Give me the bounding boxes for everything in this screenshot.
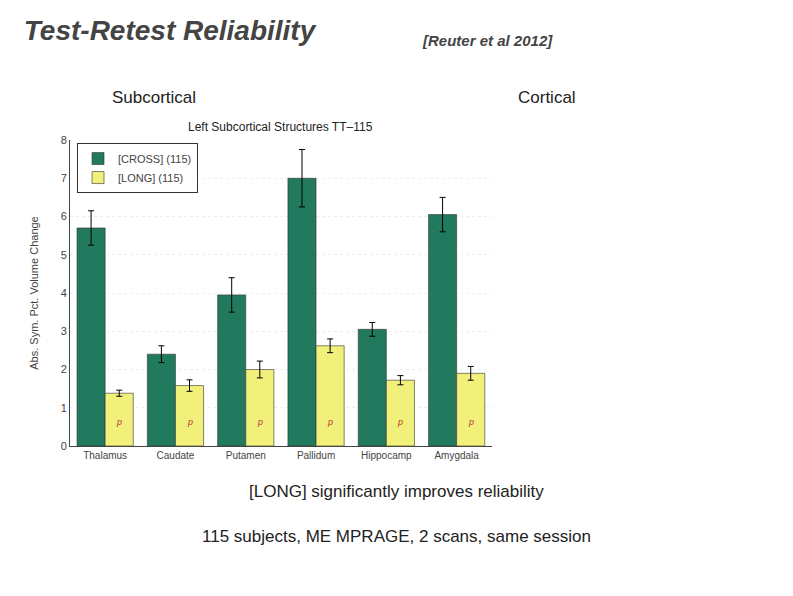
svg-text:Pallidum: Pallidum <box>297 450 335 461</box>
svg-text:Left Subcortical Structures TT: Left Subcortical Structures TT–115 <box>188 120 373 134</box>
svg-text:4: 4 <box>61 287 67 299</box>
svg-text:p: p <box>397 417 403 427</box>
svg-text:p: p <box>187 417 193 427</box>
svg-text:p: p <box>327 417 333 427</box>
svg-text:Thalamus: Thalamus <box>83 450 127 461</box>
svg-text:Putamen: Putamen <box>226 450 266 461</box>
svg-text:3: 3 <box>61 325 67 337</box>
svg-text:1: 1 <box>61 402 67 414</box>
svg-text:[LONG] (115): [LONG] (115) <box>118 172 183 184</box>
svg-text:Amygdala: Amygdala <box>434 450 479 461</box>
svg-text:[Reuter et al 2012]: [Reuter et al 2012] <box>422 32 553 49</box>
svg-text:6: 6 <box>61 210 67 222</box>
svg-text:[LONG] significantly improves: [LONG] significantly improves reliabilit… <box>249 482 544 501</box>
svg-text:Caudate: Caudate <box>157 450 195 461</box>
svg-text:Test-Retest Reliability: Test-Retest Reliability <box>24 15 317 46</box>
svg-text:Hippocamp: Hippocamp <box>361 450 412 461</box>
svg-text:2: 2 <box>61 363 67 375</box>
svg-text:8: 8 <box>61 134 67 146</box>
svg-text:p: p <box>116 417 122 427</box>
svg-text:p: p <box>468 417 474 427</box>
svg-text:0: 0 <box>61 440 67 452</box>
svg-text:Subcortical: Subcortical <box>112 88 196 107</box>
svg-text:Cortical: Cortical <box>518 88 576 107</box>
svg-text:[CROSS] (115): [CROSS] (115) <box>118 153 191 165</box>
svg-text:115 subjects, ME MPRAGE, 2 sca: 115 subjects, ME MPRAGE, 2 scans, same s… <box>202 527 591 546</box>
svg-text:5: 5 <box>61 249 67 261</box>
svg-text:Abs. Sym. Pct. Volume Change: Abs. Sym. Pct. Volume Change <box>28 216 40 369</box>
svg-text:p: p <box>257 417 263 427</box>
svg-text:7: 7 <box>61 172 67 184</box>
